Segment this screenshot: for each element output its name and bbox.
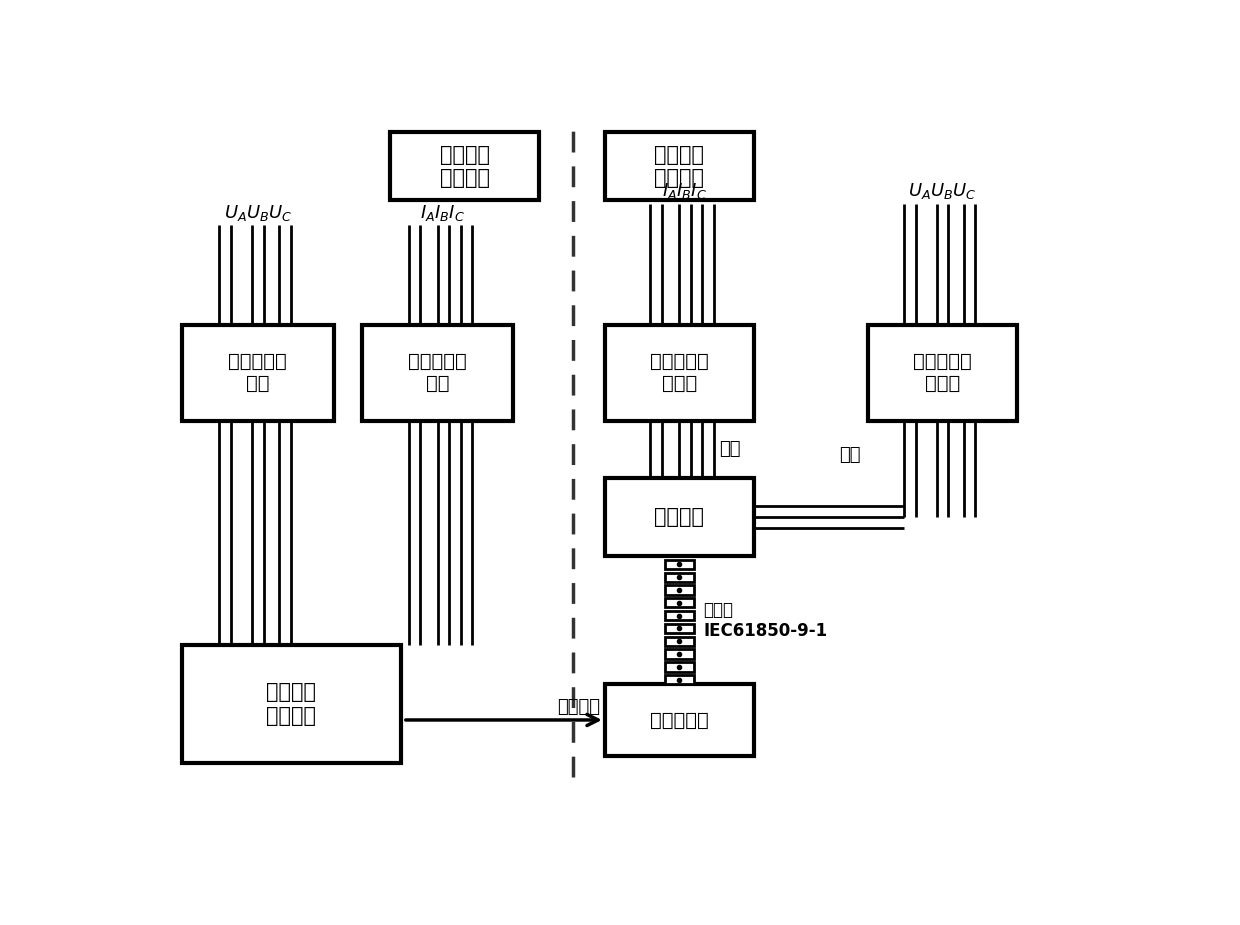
Text: 电能脉冲: 电能脉冲: [557, 698, 600, 716]
Bar: [362, 325, 513, 421]
Bar: [391, 132, 539, 200]
Bar: [665, 573, 693, 582]
Bar: [665, 636, 693, 646]
Bar: [665, 623, 693, 633]
Bar: [665, 586, 693, 595]
Bar: [665, 675, 693, 684]
Text: 标准电流互
感器: 标准电流互 感器: [408, 352, 467, 393]
Text: 传统电能
计量系统: 传统电能 计量系统: [440, 144, 490, 188]
Text: 数字电能表: 数字电能表: [650, 710, 708, 730]
Bar: [665, 560, 693, 569]
Text: 数字电能
计量系统: 数字电能 计量系统: [655, 144, 704, 188]
Text: 数字帧
IEC61850-9-1: 数字帧 IEC61850-9-1: [703, 601, 827, 640]
Bar: [605, 684, 754, 756]
Bar: [665, 611, 693, 621]
Text: 标准电能
表校验仪: 标准电能 表校验仪: [267, 683, 316, 725]
Text: 光纤: 光纤: [839, 446, 861, 463]
Text: 标准电压互
感器: 标准电压互 感器: [228, 352, 288, 393]
Text: 电子式电压
互感器: 电子式电压 互感器: [913, 352, 972, 393]
Bar: [605, 478, 754, 556]
Text: 电子式电流
互感器: 电子式电流 互感器: [650, 352, 708, 393]
Bar: [665, 649, 693, 659]
Text: 合并单元: 合并单元: [655, 507, 704, 527]
Bar: [868, 325, 1017, 421]
Bar: [605, 132, 754, 200]
Text: 光纤: 光纤: [719, 440, 740, 458]
Bar: [665, 662, 693, 672]
Text: $U_A$$U_B$$U_C$: $U_A$$U_B$$U_C$: [908, 181, 977, 202]
Text: $I_A$$I_B$$I_C$: $I_A$$I_B$$I_C$: [420, 203, 465, 223]
Text: $I_A$$I_B$$I_C$: $I_A$$I_B$$I_C$: [662, 181, 707, 202]
Bar: [605, 325, 754, 421]
Text: $U_A$$U_B$$U_C$: $U_A$$U_B$$U_C$: [223, 203, 293, 223]
Bar: [182, 325, 334, 421]
Bar: [665, 598, 693, 608]
Bar: [182, 646, 401, 763]
